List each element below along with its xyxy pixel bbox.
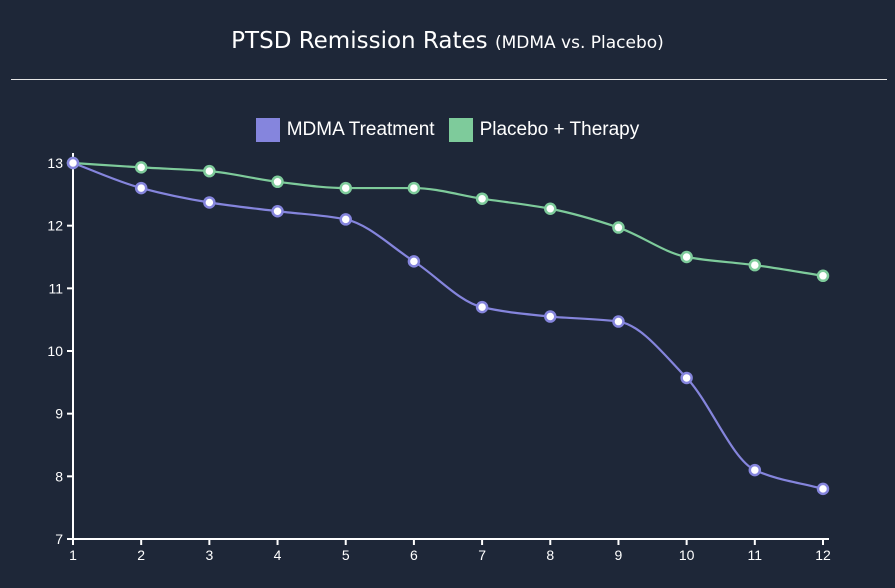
legend-swatch-mdma (255, 118, 280, 142)
y-tick-label: 8 (55, 468, 63, 484)
x-tick-label: 3 (205, 547, 213, 563)
series-line-placebo (72, 161, 824, 277)
data-point-mdma (748, 463, 762, 477)
x-tick-label: 10 (679, 547, 695, 563)
data-point-mdma (475, 300, 489, 314)
chart-title: PTSD Remission Rates (MDMA vs. Placebo) (0, 28, 895, 54)
data-point-mdma (203, 196, 216, 209)
data-point-placebo (407, 181, 421, 195)
x-tick-label: 5 (342, 547, 350, 563)
data-point-mdma (271, 205, 284, 218)
x-tick-label: 9 (615, 547, 623, 563)
data-point-mdma (134, 181, 148, 195)
chart-subtitle: (MDMA vs. Placebo) (494, 33, 664, 53)
data-point-placebo (339, 181, 352, 195)
chart-legend: MDMA Treatment Placebo + Therapy (0, 118, 895, 142)
series-line-mdma (72, 161, 824, 490)
data-point-placebo (203, 164, 216, 178)
legend-item-placebo[interactable]: Placebo + Therapy (448, 118, 640, 142)
data-point-mdma (407, 255, 421, 268)
legend-swatch-placebo (448, 118, 473, 142)
x-tick-label: 2 (137, 547, 145, 563)
chart-title-main: PTSD Remission Rates (231, 28, 488, 54)
legend-label-mdma: MDMA Treatment (286, 119, 435, 140)
data-point-mdma (339, 213, 352, 226)
data-point-placebo (680, 250, 693, 264)
y-tick-label: 7 (55, 531, 63, 547)
x-tick-label: 6 (410, 547, 418, 563)
data-point-placebo (544, 202, 557, 215)
data-point-mdma (816, 482, 830, 496)
legend-label-placebo: Placebo + Therapy (479, 119, 640, 140)
x-tick-label: 7 (478, 547, 486, 563)
x-tick-label: 12 (815, 547, 831, 563)
data-point-placebo (134, 161, 148, 174)
y-tick-label: 11 (48, 280, 63, 296)
x-tick-label: 11 (748, 547, 763, 563)
data-point-placebo (816, 269, 830, 283)
data-point-mdma (612, 315, 625, 328)
data-point-mdma (544, 310, 557, 323)
x-tick-label: 1 (69, 547, 77, 563)
legend-item-mdma[interactable]: MDMA Treatment (255, 118, 435, 142)
y-tick-label: 12 (47, 218, 63, 234)
data-point-mdma (66, 156, 80, 170)
y-tick-label: 10 (47, 343, 63, 359)
x-tick-label: 4 (274, 547, 282, 563)
data-point-placebo (612, 221, 625, 234)
y-tick-label: 13 (47, 155, 63, 171)
y-tick-label: 9 (55, 406, 63, 422)
data-point-placebo (271, 175, 284, 189)
data-point-placebo (748, 258, 762, 272)
title-divider (11, 79, 887, 80)
data-point-mdma (680, 371, 693, 385)
x-tick-label: 8 (546, 547, 554, 563)
data-point-placebo (475, 192, 489, 205)
